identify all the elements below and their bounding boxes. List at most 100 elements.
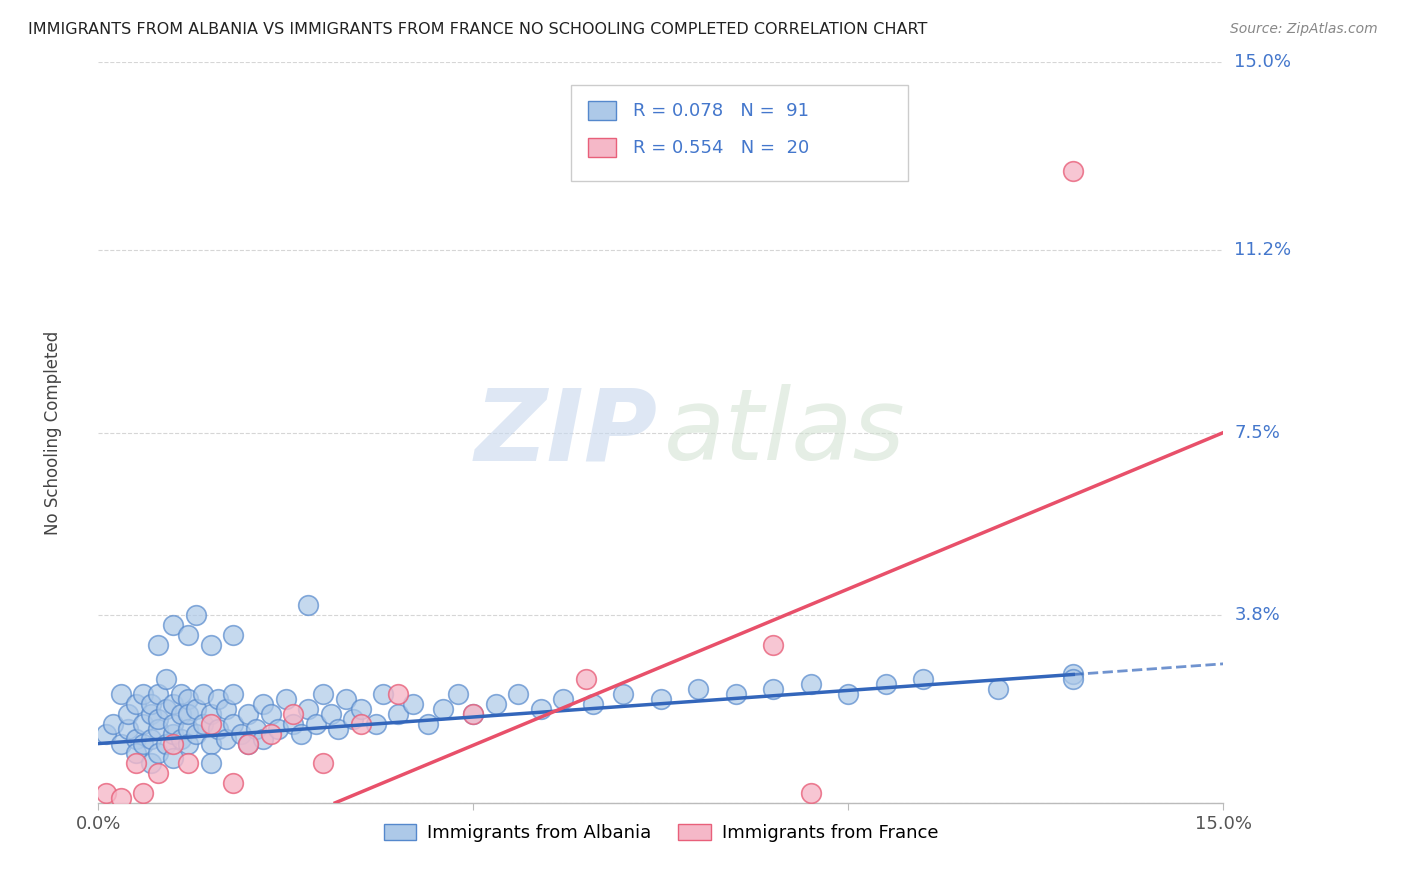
- Point: [312, 687, 335, 701]
- Point: [463, 706, 485, 721]
- Point: [290, 727, 312, 741]
- Point: [94, 727, 117, 741]
- Point: [987, 682, 1010, 697]
- Point: [283, 706, 305, 721]
- Point: [402, 697, 425, 711]
- Text: 11.2%: 11.2%: [1234, 241, 1292, 259]
- Point: [222, 628, 245, 642]
- Point: [110, 737, 132, 751]
- Point: [373, 687, 395, 701]
- Point: [267, 722, 290, 736]
- FancyBboxPatch shape: [588, 102, 616, 120]
- Point: [575, 673, 598, 687]
- Point: [184, 702, 207, 716]
- Point: [912, 673, 935, 687]
- Point: [148, 638, 170, 652]
- Point: [162, 697, 184, 711]
- Point: [207, 692, 229, 706]
- Point: [319, 706, 342, 721]
- Point: [800, 786, 823, 800]
- Point: [193, 687, 215, 701]
- Point: [297, 702, 319, 716]
- Point: [162, 751, 184, 765]
- Point: [148, 712, 170, 726]
- Text: 15.0%: 15.0%: [1234, 54, 1292, 71]
- Point: [463, 706, 485, 721]
- Point: [312, 756, 335, 771]
- Point: [1062, 667, 1084, 681]
- Point: [387, 687, 409, 701]
- Point: [117, 722, 139, 736]
- Point: [305, 716, 328, 731]
- Point: [1062, 164, 1084, 178]
- Point: [200, 638, 222, 652]
- Point: [148, 766, 170, 780]
- Point: [297, 599, 319, 613]
- Point: [177, 737, 200, 751]
- Point: [207, 722, 229, 736]
- Point: [125, 747, 148, 761]
- Point: [117, 706, 139, 721]
- Point: [260, 727, 283, 741]
- Point: [94, 786, 117, 800]
- Point: [530, 702, 553, 716]
- Point: [837, 687, 859, 701]
- Point: [238, 737, 260, 751]
- Point: [170, 687, 193, 701]
- Point: [342, 712, 364, 726]
- Point: [200, 716, 222, 731]
- Point: [170, 706, 193, 721]
- Text: 7.5%: 7.5%: [1234, 424, 1281, 442]
- Point: [612, 687, 634, 701]
- Point: [148, 722, 170, 736]
- Point: [447, 687, 470, 701]
- Point: [553, 692, 575, 706]
- Point: [1062, 673, 1084, 687]
- Point: [222, 776, 245, 790]
- Point: [139, 706, 162, 721]
- Point: [139, 697, 162, 711]
- Point: [229, 727, 252, 741]
- Point: [155, 702, 177, 716]
- Point: [125, 731, 148, 746]
- Point: [335, 692, 357, 706]
- Point: [148, 687, 170, 701]
- Text: R = 0.554   N =  20: R = 0.554 N = 20: [633, 138, 808, 157]
- Point: [177, 706, 200, 721]
- Point: [762, 638, 785, 652]
- Point: [177, 692, 200, 706]
- Point: [582, 697, 605, 711]
- FancyBboxPatch shape: [571, 85, 908, 181]
- Point: [387, 706, 409, 721]
- Point: [688, 682, 710, 697]
- Point: [110, 687, 132, 701]
- Text: R = 0.078   N =  91: R = 0.078 N = 91: [633, 102, 808, 120]
- Point: [238, 737, 260, 751]
- Point: [762, 682, 785, 697]
- Text: Source: ZipAtlas.com: Source: ZipAtlas.com: [1230, 22, 1378, 37]
- Point: [508, 687, 530, 701]
- Point: [148, 747, 170, 761]
- Point: [650, 692, 672, 706]
- Point: [215, 731, 238, 746]
- Point: [200, 756, 222, 771]
- Point: [238, 706, 260, 721]
- Point: [155, 673, 177, 687]
- Point: [328, 722, 350, 736]
- Point: [132, 687, 155, 701]
- Point: [177, 628, 200, 642]
- Text: atlas: atlas: [664, 384, 905, 481]
- Point: [724, 687, 747, 701]
- Point: [800, 677, 823, 691]
- Point: [200, 706, 222, 721]
- Point: [875, 677, 897, 691]
- Point: [283, 716, 305, 731]
- FancyBboxPatch shape: [588, 138, 616, 157]
- Text: ZIP: ZIP: [474, 384, 658, 481]
- Point: [162, 727, 184, 741]
- Point: [260, 706, 283, 721]
- Point: [162, 716, 184, 731]
- Point: [177, 756, 200, 771]
- Text: No Schooling Completed: No Schooling Completed: [45, 331, 62, 534]
- Point: [110, 790, 132, 805]
